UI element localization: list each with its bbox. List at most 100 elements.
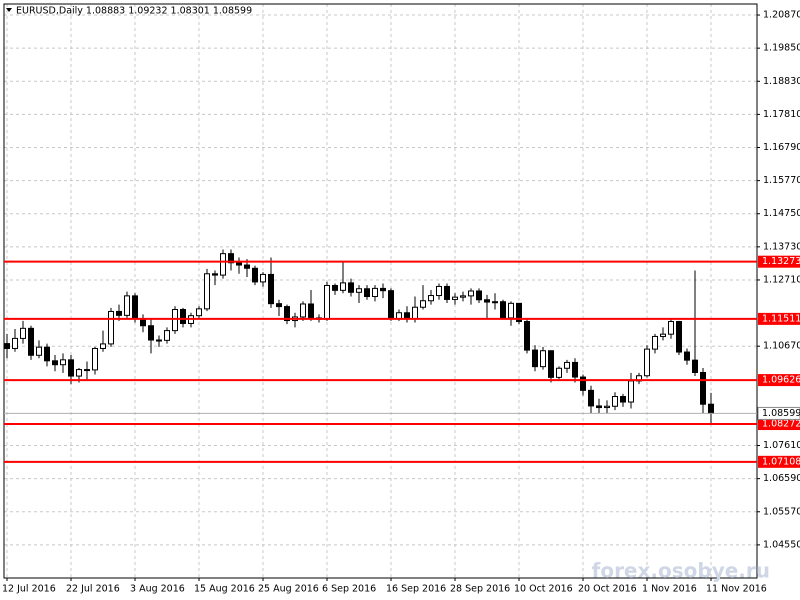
- y-tick-label: 1.05570: [763, 506, 800, 517]
- level-label: 1.11511: [762, 313, 800, 324]
- candle-body: [628, 380, 634, 403]
- candle-body: [380, 287, 386, 292]
- candle-body: [100, 343, 106, 349]
- candle-body: [124, 295, 130, 316]
- candle-body: [668, 321, 674, 335]
- candle-body: [428, 295, 434, 302]
- level-label: 1.08272: [762, 419, 800, 430]
- x-tick-label: 11 Nov 2016: [706, 584, 767, 595]
- watermark: forex.osobye.ru: [592, 559, 770, 583]
- candle-body: [204, 273, 210, 310]
- level-label: 1.13273: [762, 256, 800, 267]
- candle-body: [548, 350, 554, 378]
- candle-body: [348, 282, 354, 293]
- current-price-box: [757, 406, 800, 420]
- x-tick-label: 16 Sep 2016: [386, 584, 446, 595]
- y-tick-label: 1.15770: [763, 175, 800, 186]
- y-tick-label: 1.07610: [763, 440, 800, 451]
- y-tick-label: 1.10670: [763, 341, 800, 352]
- candle-body: [556, 367, 562, 378]
- candle-body: [340, 282, 346, 291]
- candle-body: [388, 290, 394, 320]
- candle-body: [228, 253, 234, 264]
- candle-body: [196, 308, 202, 317]
- candle-body: [580, 376, 586, 391]
- x-tick-label: 25 Aug 2016: [258, 584, 319, 595]
- x-tick-label: 20 Oct 2016: [578, 584, 637, 595]
- candle-body: [484, 299, 490, 303]
- candle-body: [180, 309, 186, 324]
- x-tick-label: 15 Aug 2016: [194, 584, 255, 595]
- candle-body: [676, 321, 682, 353]
- candle-body: [36, 346, 42, 356]
- y-tick-label: 1.04550: [763, 539, 800, 550]
- candle-body: [164, 330, 170, 341]
- candle-body: [324, 284, 330, 320]
- candle-body: [108, 310, 114, 345]
- candle-body: [148, 325, 154, 341]
- candle-body: [492, 301, 498, 304]
- candle-body: [436, 285, 442, 297]
- candle-body: [500, 301, 506, 319]
- candle-body: [364, 288, 370, 298]
- level-label: 1.07108: [762, 456, 800, 467]
- candle-body: [308, 303, 314, 319]
- y-tick-label: 1.12710: [763, 274, 800, 285]
- candle-body: [132, 295, 138, 320]
- symbol-icon: [6, 8, 12, 12]
- candle-body: [532, 349, 538, 368]
- candle-body: [12, 337, 18, 349]
- candle-body: [84, 369, 90, 372]
- candle-body: [92, 347, 98, 371]
- candle-body: [372, 287, 378, 298]
- candle-body: [692, 359, 698, 373]
- candle-body: [44, 346, 50, 362]
- candle-body: [652, 335, 658, 350]
- candle-body: [260, 273, 266, 283]
- candle-body: [268, 273, 274, 305]
- level-label-box: [758, 255, 800, 268]
- level-label-box: [758, 374, 800, 387]
- candle-body: [140, 318, 146, 327]
- candle-body: [212, 273, 218, 276]
- candle-body: [276, 303, 282, 308]
- candle-body: [28, 327, 34, 356]
- candle-body: [60, 359, 66, 366]
- candle-body: [604, 405, 610, 409]
- candle-body: [20, 327, 26, 339]
- candle-body: [412, 306, 418, 320]
- candle-body: [300, 303, 306, 318]
- candle-body: [68, 359, 74, 377]
- y-tick-label: 1.17810: [763, 109, 800, 120]
- x-tick-label: 12 Jul 2016: [2, 584, 56, 595]
- candle-body: [572, 361, 578, 378]
- candle-body: [172, 309, 178, 332]
- candle-body: [332, 284, 338, 291]
- candle-body: [588, 389, 594, 407]
- candle-body: [404, 312, 410, 320]
- candle-body: [708, 403, 714, 414]
- x-tick-label: 28 Sep 2016: [450, 584, 510, 595]
- candle-body: [524, 321, 530, 351]
- y-tick-label: 1.06590: [763, 473, 800, 484]
- current-price-label: 1.08599: [762, 408, 800, 419]
- candle-body: [620, 396, 626, 403]
- plot-frame: [3, 3, 758, 579]
- x-tick-label: 6 Sep 2016: [322, 584, 376, 595]
- x-tick-label: 10 Oct 2016: [514, 584, 573, 595]
- candle-body: [700, 371, 706, 405]
- candle-body: [444, 285, 450, 300]
- x-tick-label: 22 Jul 2016: [66, 584, 120, 595]
- y-tick-label: 1.14750: [763, 208, 800, 219]
- candle-body: [420, 300, 426, 308]
- candle-body: [76, 369, 82, 377]
- candle-body: [460, 295, 466, 298]
- candle-body: [252, 267, 258, 283]
- y-tick-label: 1.16790: [763, 142, 800, 153]
- level-label-box: [758, 455, 800, 468]
- candle-body: [540, 350, 546, 368]
- y-tick-label: 1.20870: [763, 10, 800, 21]
- candle-body: [468, 290, 474, 297]
